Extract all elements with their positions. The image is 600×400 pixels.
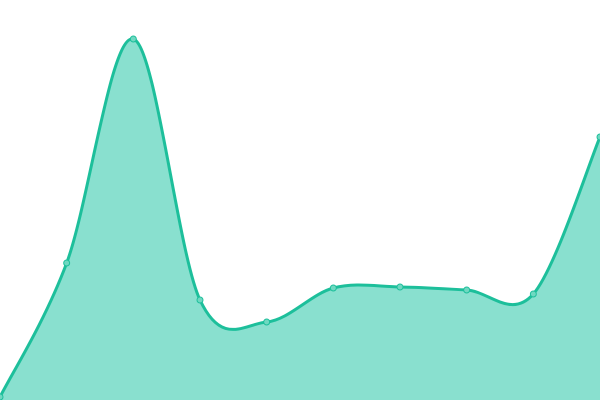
data-point-8 [529,290,537,298]
data-point-7 [463,286,471,294]
data-point-6 [396,283,404,291]
data-point-3 [196,296,204,304]
data-point-2 [129,35,137,43]
data-point-1 [63,259,71,267]
data-point-9 [596,133,600,141]
series-line [0,37,600,398]
data-point-5 [329,284,337,292]
data-point-4 [263,318,271,326]
area-fill [0,38,600,400]
data-markers [0,35,600,400]
data-point-0 [0,393,4,400]
